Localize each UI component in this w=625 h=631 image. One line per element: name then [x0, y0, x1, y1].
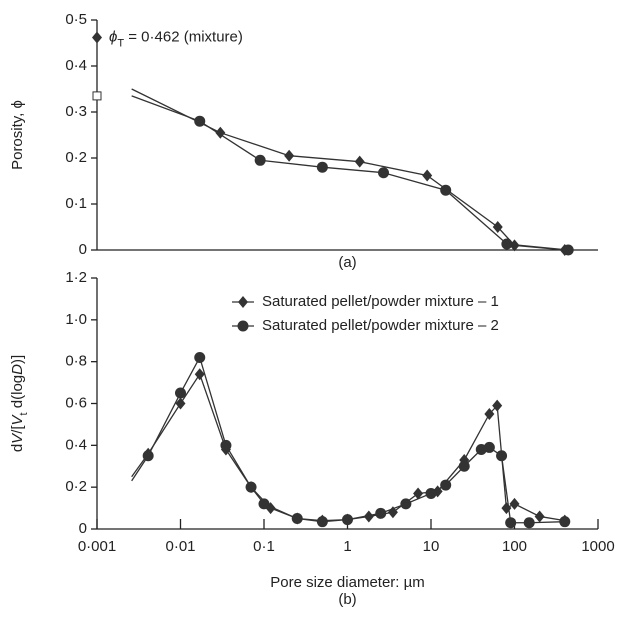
marker: [422, 169, 433, 182]
y-tick-label: 0·4: [65, 436, 87, 453]
marker: [194, 351, 206, 363]
y-tick-label: 0·5: [65, 11, 87, 28]
label-part: V: [9, 413, 26, 425]
label-part: )]: [9, 355, 26, 364]
marker: [258, 498, 270, 510]
marker: [175, 397, 186, 410]
x-tick-label: 100: [502, 538, 527, 555]
label-part: V: [9, 432, 26, 444]
caption: (a): [338, 254, 356, 271]
marker: [378, 167, 390, 179]
x-tick-label: 10: [423, 538, 440, 555]
label-part: t: [18, 412, 30, 415]
marker: [316, 161, 328, 173]
y-tick-label: 1·0: [65, 311, 87, 328]
marker: [194, 368, 205, 381]
label-part: /[: [9, 425, 26, 434]
annotation-symbol: ϕ: [109, 28, 117, 45]
y-tick-label: 0: [79, 241, 87, 258]
marker: [458, 460, 470, 472]
y-tick-label: 0·3: [65, 103, 87, 120]
marker: [440, 479, 452, 491]
marker: [316, 516, 328, 528]
marker: [342, 514, 353, 526]
series-line: [131, 372, 565, 522]
marker: [175, 387, 186, 399]
marker: [559, 516, 571, 528]
marker: [291, 513, 303, 525]
legend-marker: [237, 320, 249, 332]
series-line: [131, 95, 569, 251]
marker: [92, 31, 102, 44]
marker: [220, 439, 232, 451]
x-tick-label: 0·001: [78, 538, 116, 555]
x-tick-label: 1: [343, 538, 351, 555]
marker: [92, 91, 102, 101]
y-tick-label: 0·8: [65, 353, 87, 370]
marker: [245, 481, 257, 493]
annotation-text: = 0·462 (mixture): [124, 28, 243, 45]
y-tick-label: 0: [79, 520, 87, 537]
y-tick-label: 1·2: [65, 269, 87, 286]
x-axis-label: Pore size diameter: µm: [270, 574, 425, 591]
legend-marker: [238, 296, 248, 308]
marker: [363, 510, 374, 523]
marker: [142, 450, 154, 462]
y-axis-label: Porosity, ϕ: [9, 100, 26, 170]
marker: [509, 497, 520, 510]
marker: [492, 221, 503, 233]
y-tick-label: 0·2: [65, 149, 87, 166]
marker: [562, 244, 574, 256]
marker: [501, 238, 513, 250]
marker: [496, 450, 508, 462]
marker: [354, 155, 365, 168]
marker: [425, 487, 437, 499]
caption: (b): [338, 591, 356, 608]
marker: [483, 441, 495, 453]
x-tick-label: 0·1: [253, 538, 275, 555]
y-tick-label: 0·4: [65, 57, 87, 74]
x-tick-label: 0·01: [165, 538, 195, 555]
marker: [400, 498, 412, 510]
y-axis-label: dV/[Vt d(logD)]: [9, 355, 30, 452]
marker: [484, 407, 495, 420]
label-part: d: [9, 444, 26, 452]
marker: [284, 149, 295, 162]
label-part: d(log: [9, 375, 26, 413]
annotation: ϕT = 0·462 (mixture): [109, 28, 243, 49]
marker: [375, 507, 387, 519]
marker: [534, 510, 545, 523]
marker: [492, 399, 503, 412]
legend-label: Saturated pellet/powder mixture – 2: [262, 317, 499, 334]
marker: [440, 184, 452, 196]
marker: [523, 517, 535, 529]
y-tick-label: 0·2: [65, 478, 87, 495]
marker: [194, 115, 206, 127]
marker: [413, 487, 424, 500]
legend-label: Saturated pellet/powder mixture – 1: [262, 293, 499, 310]
annotation-sub: T: [117, 37, 124, 49]
marker: [505, 517, 517, 529]
y-tick-label: 0·1: [65, 195, 87, 212]
x-tick-label: 1000: [581, 538, 614, 555]
y-tick-label: 0·6: [65, 394, 87, 411]
label-part: D: [9, 364, 26, 375]
marker: [254, 154, 266, 166]
